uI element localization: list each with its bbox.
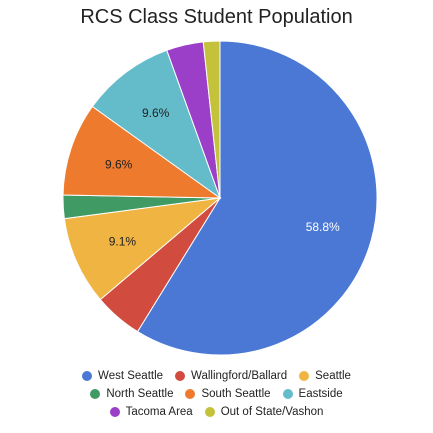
- legend: West Seattle Wallingford/Ballard Seattle No…: [0, 367, 433, 421]
- slice-label-west-seattle: 58.8%: [306, 220, 340, 234]
- legend-label: Eastside: [298, 388, 343, 400]
- legend-label: Tacoma Area: [125, 406, 193, 418]
- legend-label: Out of State/Vashon: [220, 406, 324, 418]
- legend-row: North Seattle South Seattle Eastside: [0, 385, 433, 403]
- chart-title: RCS Class Student Population: [80, 6, 353, 28]
- legend-swatch: [282, 389, 293, 399]
- legend-label: Wallingford/Ballard: [191, 370, 288, 382]
- legend-swatch: [185, 389, 196, 399]
- legend-item-eastside: Eastside: [282, 388, 343, 400]
- slice-label-south-seattle: 9.6%: [105, 157, 133, 171]
- pie-slice-south-seattle: [62, 105, 222, 199]
- legend-label: West Seattle: [98, 370, 164, 382]
- legend-swatch: [90, 389, 101, 399]
- legend-swatch: [175, 371, 186, 381]
- legend-item-south-seattle: South Seattle: [185, 388, 271, 400]
- legend-item-out-of-state-vashon: Out of State/Vashon: [204, 406, 324, 418]
- legend-item-north-seattle: North Seattle: [90, 388, 173, 400]
- slice-label-seattle: 9.1%: [109, 234, 137, 248]
- legend-row: Tacoma Area Out of State/Vashon: [0, 403, 433, 421]
- legend-swatch: [204, 407, 215, 417]
- legend-item-tacoma-area: Tacoma Area: [109, 406, 193, 418]
- slice-label-eastside: 9.6%: [142, 106, 170, 120]
- pie-slice-eastside: [91, 49, 222, 200]
- pie-slice-seattle: [63, 197, 222, 301]
- legend-swatch: [299, 371, 310, 381]
- pie-slices: [62, 40, 378, 356]
- legend-row: West Seattle Wallingford/Ballard Seattle: [0, 367, 433, 385]
- legend-item-west-seattle: West Seattle: [82, 370, 163, 382]
- legend-label: North Seattle: [106, 388, 174, 400]
- legend-label: Seattle: [315, 370, 351, 382]
- pie-labels: 58.8% 9.1% 9.6% 9.6%: [105, 106, 340, 248]
- legend-label: South Seattle: [201, 388, 271, 400]
- pie-slice-west-seattle: [136, 40, 378, 356]
- legend-item-seattle: Seattle: [299, 370, 351, 382]
- legend-swatch: [109, 407, 120, 417]
- pie-slice-out-of-state-vashon: [202, 40, 221, 199]
- legend-item-wallingford-ballard: Wallingford/Ballard: [175, 370, 287, 382]
- legend-swatch: [82, 371, 93, 381]
